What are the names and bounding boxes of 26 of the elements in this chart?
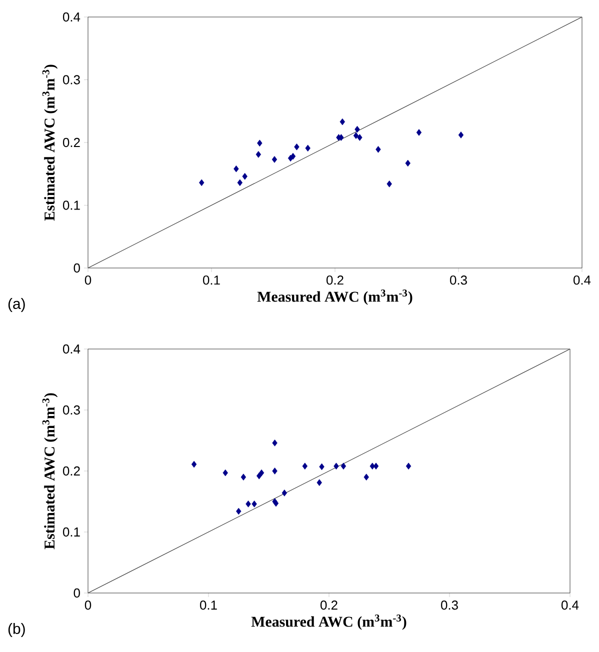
x-axis-title: Measured AWC (m$^{3}$m$^{-3}$) — [251, 614, 406, 630]
y-tick-label: 0 — [74, 263, 80, 273]
x-tick-label: 0 — [84, 600, 92, 610]
y-tick-label: 0.3 — [62, 75, 80, 84]
x-tick-label: 0.3 — [450, 276, 467, 285]
x-tick-label: 0.1 — [200, 600, 217, 610]
y-tick-label: 0.3 — [62, 405, 80, 415]
text: (a) — [8, 298, 25, 312]
x-axis-title: Measured AWC (m$^{3}$m$^{-3}$) — [257, 290, 412, 305]
text: (b) — [8, 623, 25, 637]
y-tick-label: 0.2 — [62, 138, 80, 148]
x-tick-label: 0.4 — [574, 276, 591, 285]
x-tick-label: 0.3 — [441, 600, 458, 610]
y-tick-label: 0.4 — [62, 344, 80, 354]
y-axis-title: Estimated AWC (m$^{3}$m$^{-3}$) — [42, 393, 58, 550]
x-tick-label: 0.4 — [562, 600, 579, 610]
y-tick-label: 0.1 — [62, 200, 80, 210]
y-tick-label: 0.4 — [62, 12, 80, 22]
y-axis-title: Estimated AWC (m$^{3}$m$^{-3}$) — [42, 64, 58, 221]
x-tick-label: 0.2 — [320, 600, 338, 610]
x-tick-label: 0 — [84, 276, 92, 285]
y-tick-label: 0.1 — [62, 527, 80, 537]
y-tick-label: 0.2 — [62, 466, 80, 476]
x-tick-label: 0.1 — [203, 276, 220, 285]
y-tick-label: 0 — [74, 588, 80, 598]
x-tick-label: 0.2 — [326, 276, 344, 285]
